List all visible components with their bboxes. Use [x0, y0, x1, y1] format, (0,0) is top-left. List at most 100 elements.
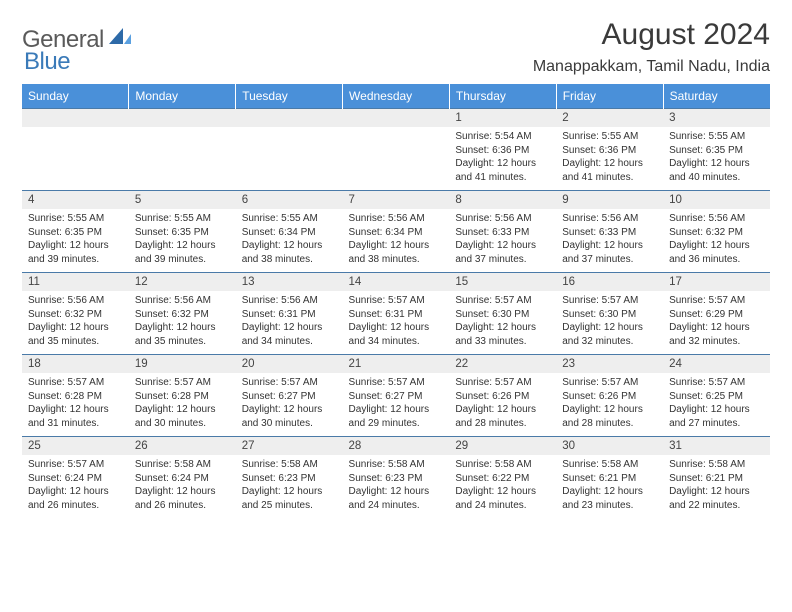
daylight-line: Daylight: 12 hours and 28 minutes.: [455, 403, 550, 430]
calendar-day-cell: 3Sunrise: 5:55 AMSunset: 6:35 PMDaylight…: [663, 109, 770, 191]
calendar-table: SundayMondayTuesdayWednesdayThursdayFrid…: [22, 84, 770, 518]
day-number: 9: [556, 191, 663, 209]
day-number: 15: [449, 273, 556, 291]
daylight-line: Daylight: 12 hours and 33 minutes.: [455, 321, 550, 348]
day-number: 27: [236, 437, 343, 455]
day-number: 11: [22, 273, 129, 291]
day-number: 5: [129, 191, 236, 209]
sunset-line: Sunset: 6:27 PM: [242, 390, 337, 404]
daylight-line: Daylight: 12 hours and 30 minutes.: [242, 403, 337, 430]
day-details: Sunrise: 5:56 AMSunset: 6:33 PMDaylight:…: [556, 209, 663, 272]
weekday-header: Friday: [556, 84, 663, 109]
day-details: Sunrise: 5:55 AMSunset: 6:35 PMDaylight:…: [129, 209, 236, 272]
sunrise-line: Sunrise: 5:56 AM: [28, 294, 123, 308]
calendar-day-cell: 17Sunrise: 5:57 AMSunset: 6:29 PMDayligh…: [663, 273, 770, 355]
sunset-line: Sunset: 6:28 PM: [135, 390, 230, 404]
calendar-day-cell: 9Sunrise: 5:56 AMSunset: 6:33 PMDaylight…: [556, 191, 663, 273]
day-details: Sunrise: 5:58 AMSunset: 6:21 PMDaylight:…: [663, 455, 770, 518]
day-details: Sunrise: 5:58 AMSunset: 6:22 PMDaylight:…: [449, 455, 556, 518]
daylight-line: Daylight: 12 hours and 34 minutes.: [349, 321, 444, 348]
calendar-day-cell: 8Sunrise: 5:56 AMSunset: 6:33 PMDaylight…: [449, 191, 556, 273]
sunset-line: Sunset: 6:32 PM: [28, 308, 123, 322]
calendar-week-row: 11Sunrise: 5:56 AMSunset: 6:32 PMDayligh…: [22, 273, 770, 355]
calendar-day-cell: 5Sunrise: 5:55 AMSunset: 6:35 PMDaylight…: [129, 191, 236, 273]
daylight-line: Daylight: 12 hours and 32 minutes.: [669, 321, 764, 348]
daylight-line: Daylight: 12 hours and 39 minutes.: [135, 239, 230, 266]
day-details: Sunrise: 5:56 AMSunset: 6:34 PMDaylight:…: [343, 209, 450, 272]
day-details: Sunrise: 5:55 AMSunset: 6:35 PMDaylight:…: [22, 209, 129, 272]
day-number: [343, 109, 450, 127]
sunset-line: Sunset: 6:32 PM: [135, 308, 230, 322]
day-details: [129, 127, 236, 185]
weekday-header: Saturday: [663, 84, 770, 109]
daylight-line: Daylight: 12 hours and 41 minutes.: [455, 157, 550, 184]
sunset-line: Sunset: 6:26 PM: [455, 390, 550, 404]
calendar-day-cell: 21Sunrise: 5:57 AMSunset: 6:27 PMDayligh…: [343, 355, 450, 437]
daylight-line: Daylight: 12 hours and 28 minutes.: [562, 403, 657, 430]
calendar-day-cell: 11Sunrise: 5:56 AMSunset: 6:32 PMDayligh…: [22, 273, 129, 355]
sunset-line: Sunset: 6:21 PM: [669, 472, 764, 486]
sunset-line: Sunset: 6:24 PM: [28, 472, 123, 486]
daylight-line: Daylight: 12 hours and 36 minutes.: [669, 239, 764, 266]
sunrise-line: Sunrise: 5:58 AM: [349, 458, 444, 472]
day-details: Sunrise: 5:57 AMSunset: 6:31 PMDaylight:…: [343, 291, 450, 354]
daylight-line: Daylight: 12 hours and 32 minutes.: [562, 321, 657, 348]
sunset-line: Sunset: 6:26 PM: [562, 390, 657, 404]
calendar-day-cell: 25Sunrise: 5:57 AMSunset: 6:24 PMDayligh…: [22, 437, 129, 519]
sunset-line: Sunset: 6:27 PM: [349, 390, 444, 404]
sunrise-line: Sunrise: 5:55 AM: [135, 212, 230, 226]
calendar-day-cell: 13Sunrise: 5:56 AMSunset: 6:31 PMDayligh…: [236, 273, 343, 355]
daylight-line: Daylight: 12 hours and 34 minutes.: [242, 321, 337, 348]
calendar-day-cell: 20Sunrise: 5:57 AMSunset: 6:27 PMDayligh…: [236, 355, 343, 437]
daylight-line: Daylight: 12 hours and 41 minutes.: [562, 157, 657, 184]
daylight-line: Daylight: 12 hours and 24 minutes.: [455, 485, 550, 512]
day-number: 31: [663, 437, 770, 455]
daylight-line: Daylight: 12 hours and 37 minutes.: [562, 239, 657, 266]
calendar-day-cell: 6Sunrise: 5:55 AMSunset: 6:34 PMDaylight…: [236, 191, 343, 273]
day-details: [236, 127, 343, 185]
day-details: Sunrise: 5:57 AMSunset: 6:25 PMDaylight:…: [663, 373, 770, 436]
sunrise-line: Sunrise: 5:56 AM: [669, 212, 764, 226]
day-number: 20: [236, 355, 343, 373]
calendar-week-row: 25Sunrise: 5:57 AMSunset: 6:24 PMDayligh…: [22, 437, 770, 519]
sunset-line: Sunset: 6:22 PM: [455, 472, 550, 486]
daylight-line: Daylight: 12 hours and 26 minutes.: [28, 485, 123, 512]
day-number: 23: [556, 355, 663, 373]
day-number: 26: [129, 437, 236, 455]
day-details: Sunrise: 5:57 AMSunset: 6:26 PMDaylight:…: [556, 373, 663, 436]
day-details: Sunrise: 5:57 AMSunset: 6:27 PMDaylight:…: [343, 373, 450, 436]
day-details: [22, 127, 129, 185]
calendar-day-cell: 26Sunrise: 5:58 AMSunset: 6:24 PMDayligh…: [129, 437, 236, 519]
calendar-day-cell: 22Sunrise: 5:57 AMSunset: 6:26 PMDayligh…: [449, 355, 556, 437]
day-number: 21: [343, 355, 450, 373]
day-details: Sunrise: 5:57 AMSunset: 6:28 PMDaylight:…: [22, 373, 129, 436]
day-number: 30: [556, 437, 663, 455]
calendar-day-cell: 4Sunrise: 5:55 AMSunset: 6:35 PMDaylight…: [22, 191, 129, 273]
weekday-header: Sunday: [22, 84, 129, 109]
day-details: Sunrise: 5:57 AMSunset: 6:26 PMDaylight:…: [449, 373, 556, 436]
daylight-line: Daylight: 12 hours and 30 minutes.: [135, 403, 230, 430]
calendar-week-row: 18Sunrise: 5:57 AMSunset: 6:28 PMDayligh…: [22, 355, 770, 437]
calendar-week-row: 4Sunrise: 5:55 AMSunset: 6:35 PMDaylight…: [22, 191, 770, 273]
sunrise-line: Sunrise: 5:55 AM: [28, 212, 123, 226]
sunset-line: Sunset: 6:30 PM: [562, 308, 657, 322]
daylight-line: Daylight: 12 hours and 25 minutes.: [242, 485, 337, 512]
day-details: [343, 127, 450, 185]
day-number: 18: [22, 355, 129, 373]
calendar-day-cell: 7Sunrise: 5:56 AMSunset: 6:34 PMDaylight…: [343, 191, 450, 273]
sunrise-line: Sunrise: 5:55 AM: [562, 130, 657, 144]
day-number: 10: [663, 191, 770, 209]
day-details: Sunrise: 5:56 AMSunset: 6:33 PMDaylight:…: [449, 209, 556, 272]
sunrise-line: Sunrise: 5:57 AM: [349, 294, 444, 308]
sunrise-line: Sunrise: 5:58 AM: [135, 458, 230, 472]
sunrise-line: Sunrise: 5:57 AM: [28, 458, 123, 472]
daylight-line: Daylight: 12 hours and 31 minutes.: [28, 403, 123, 430]
sunrise-line: Sunrise: 5:57 AM: [455, 294, 550, 308]
day-details: Sunrise: 5:56 AMSunset: 6:32 PMDaylight:…: [129, 291, 236, 354]
calendar-day-cell: 24Sunrise: 5:57 AMSunset: 6:25 PMDayligh…: [663, 355, 770, 437]
page: General August 2024 Manappakkam, Tamil N…: [0, 0, 792, 528]
day-details: Sunrise: 5:54 AMSunset: 6:36 PMDaylight:…: [449, 127, 556, 190]
day-number: [236, 109, 343, 127]
calendar-day-cell: 27Sunrise: 5:58 AMSunset: 6:23 PMDayligh…: [236, 437, 343, 519]
calendar-body: 1Sunrise: 5:54 AMSunset: 6:36 PMDaylight…: [22, 109, 770, 519]
